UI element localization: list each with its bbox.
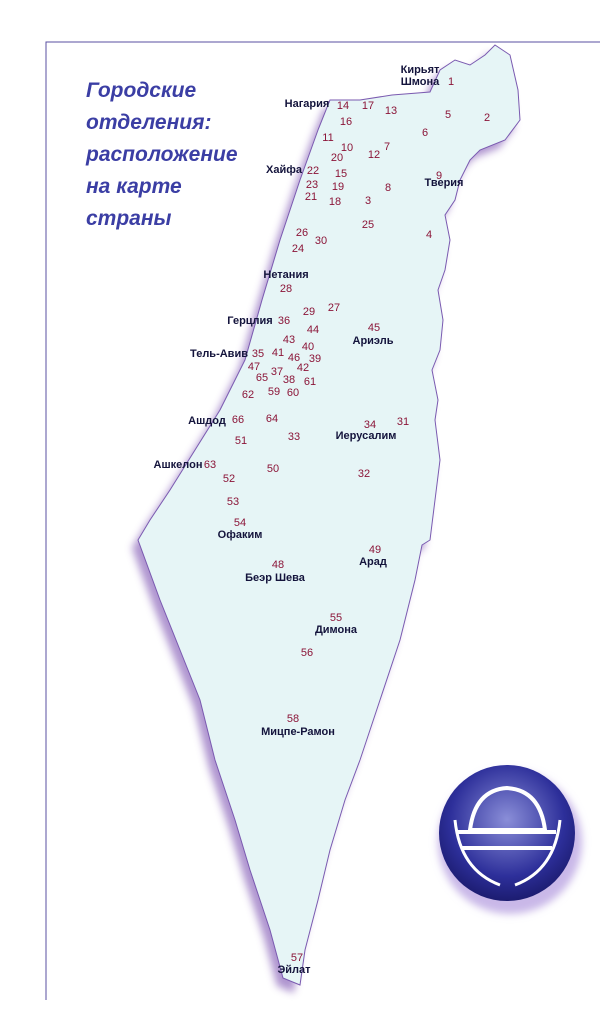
- logo-helmet: [467, 785, 548, 832]
- branch-number: 39: [308, 353, 322, 365]
- branch-number: 61: [303, 376, 317, 388]
- title-line: на карте: [86, 175, 182, 198]
- branch-number: 52: [222, 473, 236, 485]
- city-label: Ашкелон: [153, 459, 203, 471]
- title-line: Городские: [86, 79, 197, 102]
- branch-number: 47: [247, 361, 261, 373]
- branch-number: 2: [483, 112, 491, 124]
- branch-number: 57: [290, 952, 304, 964]
- branch-number: 56: [300, 647, 314, 659]
- branch-number: 62: [241, 389, 255, 401]
- frame: [45, 41, 600, 1000]
- city-label: Ашдод: [188, 415, 226, 427]
- city-label: Нетания: [263, 269, 309, 281]
- title-line: расположение: [86, 143, 238, 166]
- branch-number: 20: [330, 152, 344, 164]
- branch-number: 13: [384, 105, 398, 117]
- branch-number: 33: [287, 431, 301, 443]
- branch-number: 31: [396, 416, 410, 428]
- branch-number: 64: [265, 413, 279, 425]
- branch-number: 65: [255, 372, 269, 384]
- logo-wreath: [453, 819, 562, 887]
- branch-number: 28: [279, 283, 293, 295]
- branch-number: 3: [364, 195, 372, 207]
- branch-number: 12: [367, 149, 381, 161]
- branch-number: 60: [286, 387, 300, 399]
- branch-number: 41: [271, 347, 285, 359]
- branch-number: 25: [361, 219, 375, 231]
- branch-number: 27: [327, 302, 341, 314]
- branch-number: 46: [287, 352, 301, 364]
- branch-number: 66: [231, 414, 245, 426]
- branch-number: 30: [314, 235, 328, 247]
- branch-number: 16: [339, 116, 353, 128]
- title-line: отделения:: [86, 111, 212, 134]
- branch-number: 55: [329, 612, 343, 624]
- branch-number: 32: [357, 468, 371, 480]
- branch-number: 53: [226, 496, 240, 508]
- branch-number: 35: [251, 348, 265, 360]
- branch-number: 15: [334, 168, 348, 180]
- branch-number: 26: [295, 227, 309, 239]
- country-shape: [137, 44, 521, 986]
- city-label: Тель-Авив: [190, 348, 248, 360]
- branch-number: 54: [233, 517, 247, 529]
- branch-number: 10: [340, 142, 354, 154]
- title-line: страны: [86, 207, 172, 230]
- branch-number: 21: [304, 191, 318, 203]
- branch-number: 40: [301, 341, 315, 353]
- city-label: Герцлия: [227, 315, 273, 327]
- branch-number: 17: [361, 100, 375, 112]
- branch-number: 51: [234, 435, 248, 447]
- branch-number: 38: [282, 374, 296, 386]
- city-label: Эйлат: [277, 964, 311, 976]
- city-label: Кирьят Шмона: [400, 64, 440, 88]
- city-label: Тверия: [424, 177, 464, 189]
- branch-number: 9: [435, 170, 443, 182]
- branch-number: 7: [383, 141, 391, 153]
- logo-band: [458, 830, 556, 850]
- branch-number: 23: [305, 179, 319, 191]
- branch-number: 45: [367, 322, 381, 334]
- city-label: Мицпе-Рамон: [261, 726, 335, 738]
- city-label: Ариэль: [352, 335, 394, 347]
- branch-number: 59: [267, 386, 281, 398]
- branch-number: 19: [331, 181, 345, 193]
- city-label: Беэр Шева: [245, 572, 305, 584]
- city-label: Арад: [359, 556, 387, 568]
- city-label: Иерусалим: [335, 430, 397, 442]
- branch-number: 36: [277, 315, 291, 327]
- branch-number: 4: [425, 229, 433, 241]
- branch-number: 50: [266, 463, 280, 475]
- branch-number: 43: [282, 334, 296, 346]
- branch-number: 44: [306, 324, 320, 336]
- branch-number: 11: [322, 132, 334, 144]
- branch-number: 42: [296, 362, 310, 374]
- branch-number: 58: [286, 713, 300, 725]
- branch-number: 24: [291, 243, 305, 255]
- branch-number: 5: [444, 109, 452, 121]
- city-label: Димона: [314, 624, 358, 636]
- city-label: Хайфа: [266, 164, 302, 176]
- city-label: Нагария: [284, 98, 330, 110]
- branch-number: 14: [336, 100, 350, 112]
- branch-number: 1: [447, 76, 455, 88]
- branch-number: 29: [302, 306, 316, 318]
- branch-number: 34: [363, 419, 377, 431]
- branch-number: 8: [384, 182, 392, 194]
- branch-number: 18: [328, 196, 342, 208]
- branch-number: 49: [368, 544, 382, 556]
- branch-number: 6: [421, 127, 429, 139]
- branch-number: 48: [271, 559, 285, 571]
- city-label: Офаким: [217, 529, 263, 541]
- branch-number: 37: [270, 366, 284, 378]
- branch-number: 22: [306, 165, 320, 177]
- branch-number: 63: [203, 459, 217, 471]
